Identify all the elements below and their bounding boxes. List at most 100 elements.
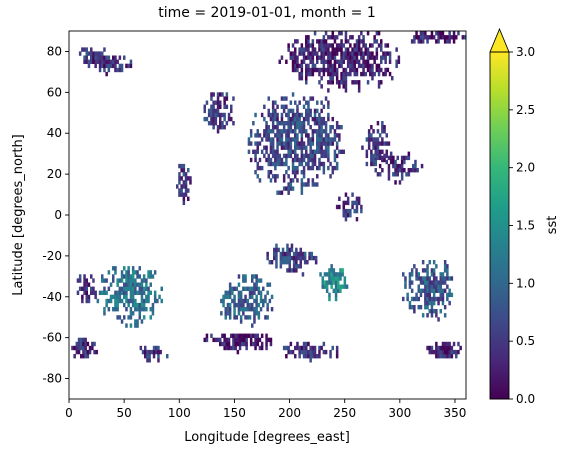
heatmap-cell: [421, 260, 425, 265]
heatmap-cell: [294, 59, 297, 64]
heatmap-cell: [372, 157, 375, 163]
heatmap-cell: [294, 121, 297, 126]
heatmap-cell: [85, 290, 89, 295]
heatmap-cell: [400, 163, 404, 169]
heatmap-cell: [323, 280, 327, 285]
heatmap-cell: [351, 63, 354, 69]
heatmap-cell: [309, 112, 312, 118]
heatmap-cell: [182, 168, 186, 173]
heatmap-cell: [311, 43, 315, 48]
heatmap-cell: [257, 315, 261, 320]
heatmap-cell: [129, 294, 133, 300]
heatmap-cell: [180, 176, 183, 181]
heatmap-cell: [432, 280, 436, 285]
heatmap-cell: [338, 80, 341, 85]
heatmap-cell: [294, 112, 297, 118]
heatmap-cell: [342, 200, 346, 206]
heatmap-cell: [373, 35, 376, 40]
heatmap-cell: [274, 161, 277, 167]
heatmap-cell: [332, 276, 336, 281]
heatmap-cell: [338, 63, 341, 69]
heatmap-cell: [289, 141, 293, 146]
heatmap-cell: [340, 55, 343, 60]
heatmap-cell: [178, 192, 181, 197]
heatmap-cell: [441, 300, 445, 306]
heatmap-cell: [320, 59, 323, 64]
heatmap-cell: [235, 315, 239, 320]
heatmap-cell: [396, 163, 400, 169]
heatmap-cell: [320, 345, 323, 351]
heatmap-cell: [265, 121, 268, 126]
heatmap-cell: [296, 157, 299, 163]
heatmap-cell: [82, 341, 85, 347]
heatmap-cell: [82, 337, 85, 343]
heatmap-cell: [331, 43, 335, 48]
heatmap-cell: [369, 43, 372, 48]
heatmap-cell: [85, 286, 89, 291]
heatmap-cell: [287, 174, 290, 179]
heatmap-cell: [311, 157, 315, 163]
heatmap-cell: [329, 129, 332, 134]
heatmap-cell: [316, 55, 319, 60]
heatmap-cell: [335, 125, 339, 130]
heatmap-cell: [316, 59, 319, 64]
heatmap-cell: [302, 51, 306, 56]
heatmap-cell: [328, 272, 331, 277]
heatmap-cell: [426, 39, 429, 44]
heatmap-cell: [424, 268, 427, 273]
heatmap-cell: [335, 71, 339, 77]
heatmap-cell: [305, 116, 308, 122]
heatmap-cell: [344, 192, 348, 197]
heatmap-cell: [437, 284, 440, 289]
heatmap-cell: [244, 298, 247, 304]
heatmap-cell: [125, 286, 128, 291]
heatmap-cell: [318, 67, 321, 73]
heatmap-cell: [131, 270, 135, 275]
heatmap-cell: [210, 92, 213, 97]
colorbar-label: sst: [545, 216, 560, 235]
heatmap-cell: [331, 345, 335, 351]
heatmap-cell: [138, 286, 142, 291]
heatmap-cell: [381, 155, 384, 161]
heatmap-cell: [300, 121, 304, 126]
heatmap-cell: [342, 80, 346, 85]
heatmap-cell: [116, 307, 119, 312]
heatmap-cell: [290, 247, 294, 253]
heatmap-cell: [286, 260, 289, 265]
heatmap-cell: [93, 341, 96, 347]
heatmap-cell: [415, 31, 418, 36]
heatmap-cell: [246, 298, 250, 304]
heatmap-cell: [378, 149, 382, 154]
heatmap-cell: [91, 341, 94, 347]
colorbar-tick-label: 1.0: [516, 276, 535, 290]
heatmap-cell: [259, 298, 263, 304]
heatmap-cell: [353, 80, 357, 85]
heatmap-cell: [366, 80, 370, 85]
heatmap-cell: [338, 125, 341, 130]
heatmap-cell: [335, 153, 339, 159]
heatmap-cell: [267, 137, 271, 142]
heatmap-cell: [112, 266, 115, 271]
heatmap-cell: [147, 270, 150, 275]
heatmap-cell: [313, 47, 317, 52]
heatmap-cell: [334, 292, 338, 298]
heatmap-cell: [432, 288, 436, 293]
heatmap-cell: [331, 63, 335, 69]
heatmap-cell: [245, 337, 248, 343]
heatmap-cell: [340, 80, 343, 85]
heatmap-cell: [125, 63, 128, 69]
heatmap-cell: [344, 84, 348, 89]
heatmap-cell: [289, 341, 293, 347]
heatmap-cell: [313, 161, 317, 167]
heatmap-cell: [309, 71, 312, 77]
heatmap-cell: [182, 184, 186, 189]
heatmap-cell: [329, 76, 332, 81]
heatmap-cell: [76, 278, 80, 283]
heatmap-cell: [325, 284, 329, 289]
heatmap-cell: [278, 161, 282, 167]
heatmap-cell: [77, 349, 81, 355]
heatmap-cell: [291, 157, 295, 163]
heatmap-cell: [219, 100, 222, 105]
heatmap-cell: [255, 278, 258, 283]
heatmap-cell: [372, 141, 375, 146]
